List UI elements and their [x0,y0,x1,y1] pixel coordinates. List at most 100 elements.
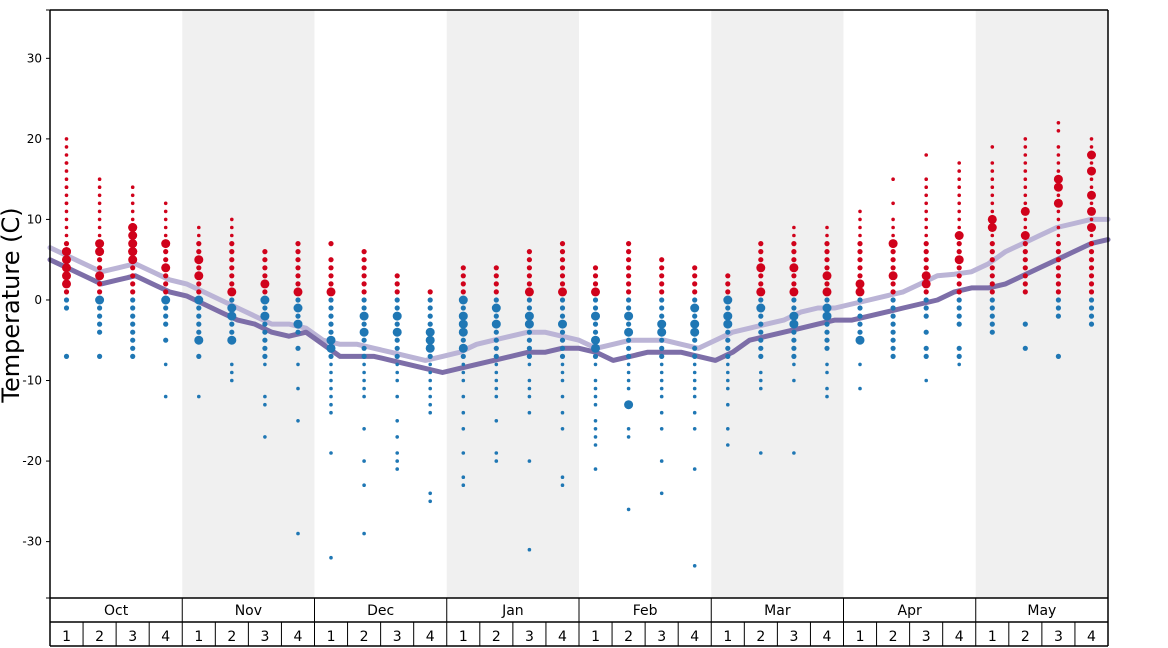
cold-point [957,362,961,367]
warm-point [1087,150,1096,160]
month-label: Nov [235,603,262,619]
cold-point [824,297,830,303]
cold-point [328,321,334,327]
cold-point [230,362,234,367]
warm-point [1053,174,1063,184]
warm-point [295,281,301,287]
cold-point [923,313,929,319]
warm-point [1089,161,1094,165]
cold-point [361,305,367,311]
cold-point [593,362,598,367]
warm-point [394,273,400,279]
cold-point [560,475,565,480]
warm-point [1022,241,1028,247]
cold-point [395,435,400,439]
cold-point [824,345,830,351]
cold-point [230,370,234,375]
warm-point [64,185,69,189]
cold-point [361,321,367,327]
cold-point [890,297,896,303]
cold-point [97,321,103,327]
cold-point [659,362,664,367]
warm-point [990,145,995,149]
cold-point [659,394,664,399]
warm-point [659,265,665,271]
week-label: 2 [889,629,898,645]
cold-point [789,311,799,321]
cold-point [362,394,366,399]
cold-point [592,297,599,303]
warm-point [130,193,135,198]
cold-point [163,305,169,311]
cold-point [890,313,896,319]
cold-point [726,362,730,367]
warm-point [1055,273,1061,279]
warm-point [1087,206,1096,216]
warm-point [526,249,533,255]
warm-point [924,185,928,189]
cold-point [989,321,995,327]
warm-point [957,161,961,165]
y-axis-label: Temperature (C) [0,207,25,403]
cold-point [758,297,764,303]
cold-point [659,313,665,319]
cold-point [395,370,400,375]
cold-point [956,313,962,319]
warm-point [229,273,235,279]
warm-point [1053,182,1063,192]
warm-point [957,209,961,214]
cold-point [593,394,598,399]
cold-point [295,313,301,319]
week-label: 3 [657,629,666,645]
cold-point [427,321,433,327]
cold-point [362,378,366,383]
week-label: 1 [723,629,732,645]
cold-point [296,362,300,367]
warm-point [64,153,69,157]
warm-point [990,233,995,238]
cold-point [726,402,730,407]
warm-point [857,273,863,279]
warm-point [163,273,169,279]
month-label: Jan [501,603,524,619]
cold-point [262,345,268,351]
month-label: Apr [898,603,922,619]
cold-point [163,321,169,327]
warm-point [924,209,928,214]
cold-point [723,319,733,329]
warm-point [295,273,301,279]
cold-point [97,329,103,335]
cold-point [461,451,466,455]
cold-point [923,353,929,359]
cold-point [97,353,103,359]
warm-point [460,281,466,287]
warm-point [923,265,929,271]
cold-point [527,362,532,367]
warm-point [1055,249,1061,255]
warm-point [1088,257,1095,263]
warm-point [1055,281,1061,287]
warm-point [1089,185,1094,189]
cold-point [593,427,598,431]
warm-point [394,281,400,287]
warm-point [822,287,832,297]
cold-point [362,459,366,463]
warm-point [1056,193,1061,198]
trend-lines [47,216,1111,375]
warm-point [924,153,928,157]
cold-point [923,305,929,311]
warm-point [1088,265,1095,271]
warm-point [361,281,367,287]
cold-point [263,362,267,367]
cold-point [494,370,499,375]
cold-point [425,327,435,337]
cold-point [593,419,598,423]
cold-point [428,491,433,496]
cold-point [560,370,565,375]
cold-point [130,345,136,351]
cold-point [559,337,566,343]
cold-point [560,427,565,431]
warm-point [97,209,102,214]
cold-point [858,386,862,391]
month-label: May [1027,603,1056,619]
